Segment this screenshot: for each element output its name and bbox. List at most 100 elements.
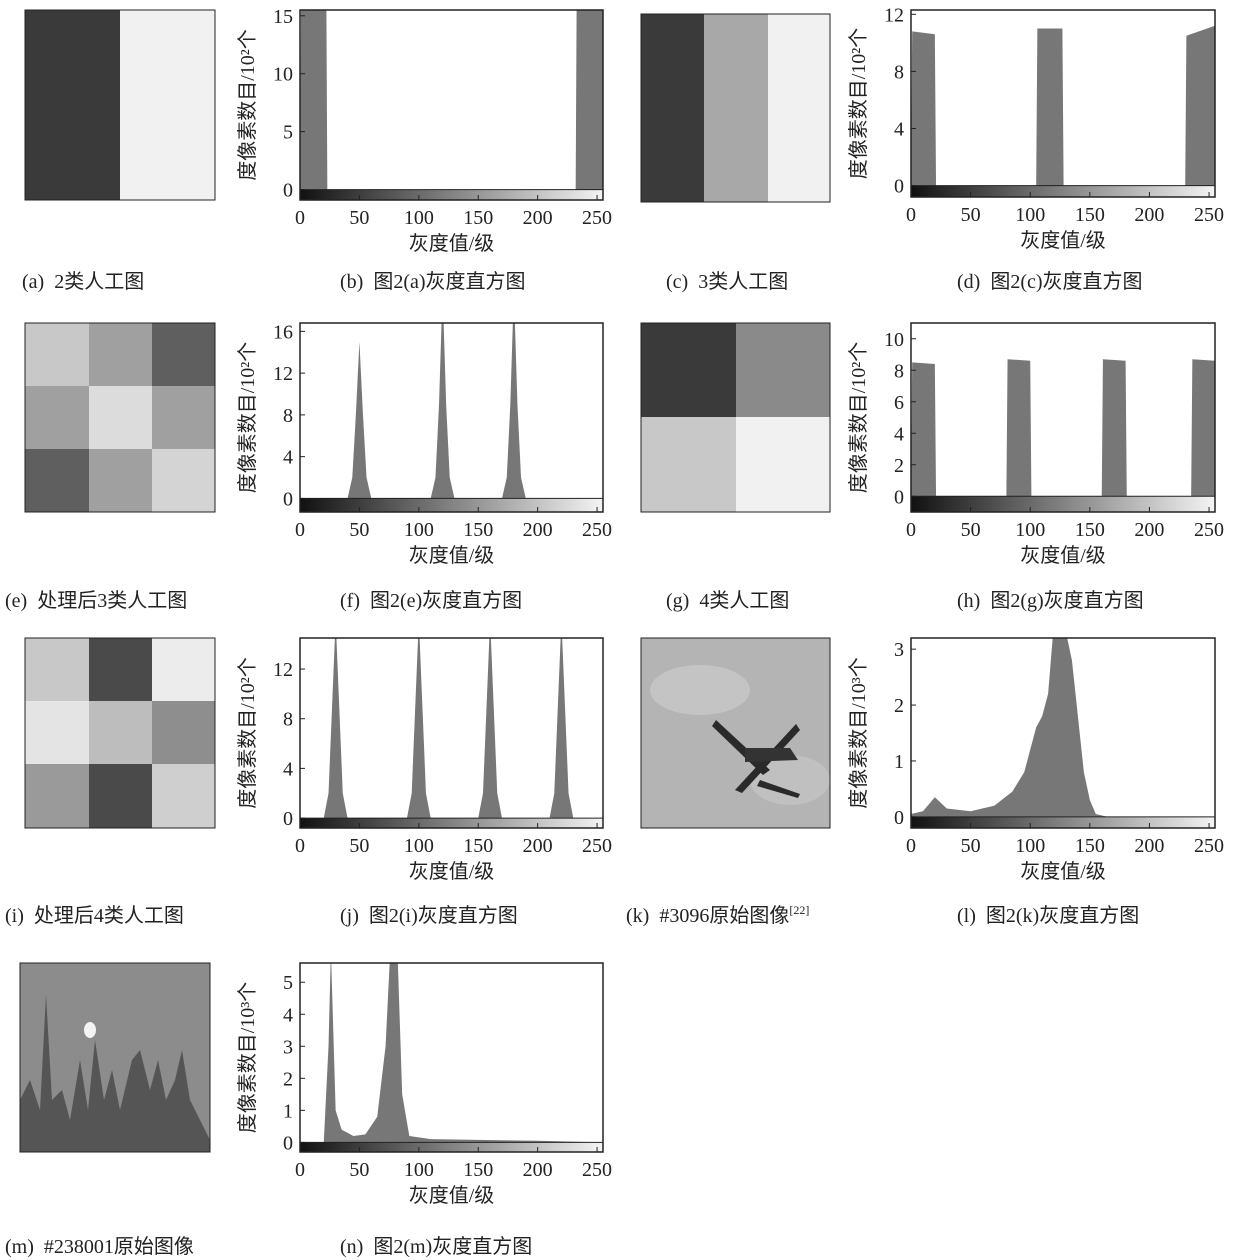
x-tick-label: 0: [906, 835, 916, 857]
y-tick-label: 8: [283, 709, 293, 731]
y-axis-label: 度像素数目/10²个: [847, 342, 870, 494]
y-tick-label: 4: [894, 118, 904, 140]
x-tick-label: 0: [295, 519, 305, 541]
image-caption: (m) #238001原始图像: [5, 1235, 194, 1258]
image-caption: (c) 3类人工图: [666, 270, 788, 293]
gray-bar: [911, 496, 1215, 512]
y-tick-label: 12: [884, 4, 904, 26]
caption-text: (m) #238001原始图像: [5, 1235, 194, 1258]
caption-text: (c) 3类人工图: [666, 270, 788, 293]
image-k: [641, 638, 830, 828]
y-tick-label: 0: [283, 488, 293, 510]
image-caption: (i) 处理后4类人工图: [5, 904, 184, 927]
y-tick-label: 3: [894, 639, 904, 661]
y-tick-label: 2: [894, 695, 904, 717]
x-axis-label: 灰度值/级: [409, 1184, 495, 1207]
y-tick-label: 5: [283, 972, 293, 994]
chart-caption: (h) 图2(g)灰度直方图: [957, 589, 1144, 612]
image-caption: (k) #3096原始图像[22]: [626, 903, 809, 927]
x-tick-label: 100: [1015, 835, 1045, 857]
y-tick-label: 4: [283, 758, 293, 780]
y-axis-label: 度像素数目/10³个: [236, 982, 259, 1134]
y-tick-label: 4: [283, 447, 293, 469]
y-tick-label: 8: [894, 360, 904, 382]
x-tick-label: 150: [463, 1159, 493, 1181]
y-tick-label: 10: [884, 329, 904, 351]
y-tick-label: 0: [894, 176, 904, 198]
plot-frame: [300, 10, 603, 200]
x-axis-label: 灰度值/级: [409, 860, 495, 883]
plot-frame: [300, 963, 603, 1152]
histogram-area: [911, 359, 1215, 496]
x-tick-label: 200: [523, 207, 553, 229]
y-axis-label: 度像素数目/10³个: [847, 657, 870, 809]
image-e: [25, 323, 215, 512]
x-tick-label: 100: [404, 519, 434, 541]
x-tick-label: 0: [295, 835, 305, 857]
x-tick-label: 100: [404, 1159, 434, 1181]
chart-caption: (b) 图2(a)灰度直方图: [340, 270, 526, 293]
x-tick-label: 150: [1075, 204, 1105, 226]
x-tick-label: 200: [1134, 835, 1164, 857]
x-axis-label: 灰度值/级: [1020, 229, 1106, 252]
y-tick-label: 3: [283, 1036, 293, 1058]
y-tick-label: 12: [273, 363, 293, 385]
image-m: [20, 963, 210, 1152]
y-tick-label: 2: [283, 1068, 293, 1090]
x-tick-label: 250: [1194, 519, 1224, 541]
image-c: [641, 14, 830, 202]
plot-frame: [911, 323, 1215, 512]
y-tick-label: 5: [283, 122, 293, 144]
gray-bar: [911, 817, 1215, 828]
x-tick-label: 150: [1075, 835, 1105, 857]
x-axis-label: 灰度值/级: [1020, 544, 1106, 567]
x-tick-label: 250: [582, 835, 612, 857]
y-tick-label: 0: [283, 180, 293, 202]
x-tick-label: 50: [349, 519, 369, 541]
x-tick-label: 0: [295, 207, 305, 229]
image-i: [25, 638, 215, 828]
x-tick-label: 50: [961, 519, 981, 541]
caption-text: (i) 处理后4类人工图: [5, 904, 184, 927]
x-tick-label: 150: [1075, 519, 1105, 541]
x-tick-label: 50: [961, 204, 981, 226]
y-axis-label: 度像素数目/10²个: [236, 342, 259, 494]
x-tick-label: 200: [523, 1159, 553, 1181]
gray-bar: [300, 818, 603, 828]
histogram-area: [300, 290, 603, 499]
x-axis-label: 灰度值/级: [409, 544, 495, 567]
x-tick-label: 250: [582, 1159, 612, 1181]
histogram-area: [911, 621, 1215, 817]
x-tick-label: 100: [1015, 519, 1045, 541]
y-tick-label: 0: [283, 808, 293, 830]
image-caption: (g) 4类人工图: [666, 589, 789, 612]
chart-caption: (d) 图2(c)灰度直方图: [957, 270, 1143, 293]
caption-text: (k) #3096原始图像: [626, 904, 789, 927]
x-tick-label: 50: [349, 1159, 369, 1181]
gray-bar: [300, 1142, 603, 1152]
x-tick-label: 250: [582, 207, 612, 229]
gray-bar: [300, 190, 603, 200]
y-tick-label: 8: [283, 405, 293, 427]
y-axis-label: 度像素数目/10²个: [847, 28, 870, 180]
x-tick-label: 200: [1134, 519, 1164, 541]
y-tick-label: 4: [283, 1004, 293, 1026]
x-tick-label: 0: [295, 1159, 305, 1181]
y-tick-label: 0: [894, 486, 904, 508]
x-axis-label: 灰度值/级: [1020, 860, 1106, 883]
y-tick-label: 1: [894, 751, 904, 773]
y-tick-label: 0: [283, 1132, 293, 1154]
image-caption: (e) 处理后3类人工图: [5, 589, 187, 612]
histogram-area: [300, 0, 603, 190]
caption-text: (a) 2类人工图: [22, 270, 144, 293]
x-tick-label: 100: [1015, 204, 1045, 226]
histogram-area: [911, 26, 1215, 186]
y-tick-label: 16: [273, 321, 293, 343]
image-caption: (a) 2类人工图: [22, 270, 144, 293]
x-tick-label: 50: [349, 835, 369, 857]
y-tick-label: 10: [273, 64, 293, 86]
histogram-area: [300, 950, 603, 1142]
x-axis-label: 灰度值/级: [409, 232, 495, 255]
